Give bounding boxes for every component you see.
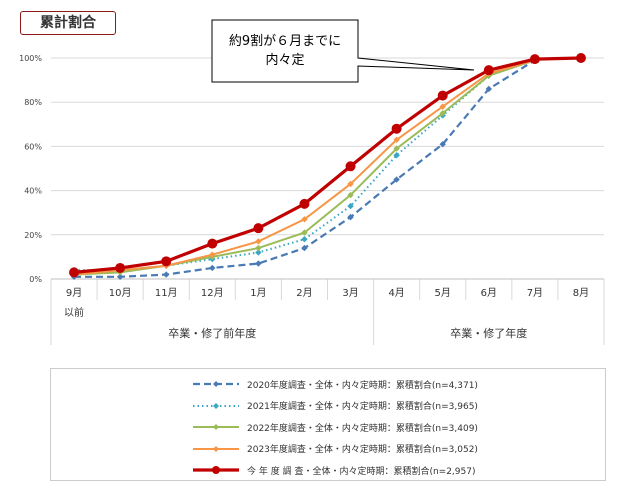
x-tick-label: 5月 bbox=[435, 287, 451, 299]
x-tick-label: 4月 bbox=[388, 287, 404, 299]
x-tick-label: 12月 bbox=[201, 287, 224, 299]
x-tick-label: 11月 bbox=[155, 287, 178, 299]
legend-label: 2023年度調査・全体・内々定時期：累積割合(n=3,052) bbox=[247, 445, 478, 455]
data-point bbox=[439, 110, 446, 117]
data-point bbox=[483, 65, 494, 76]
data-point bbox=[529, 54, 540, 65]
legend-item: 2020年度調査・全体・内々定時期：累積割合(n=4,371) bbox=[191, 377, 478, 391]
data-point bbox=[301, 229, 308, 236]
legend-swatch bbox=[193, 402, 239, 409]
data-point bbox=[255, 249, 262, 256]
y-tick-label: 60% bbox=[24, 142, 42, 151]
y-tick-label: 20% bbox=[24, 231, 42, 240]
data-point bbox=[393, 136, 400, 143]
series-line-4 bbox=[73, 56, 581, 274]
legend: 2020年度調査・全体・内々定時期：累積割合(n=4,371) 2021年度調査・… bbox=[50, 368, 606, 481]
x-tick-label: 6月 bbox=[481, 287, 497, 299]
data-point bbox=[301, 244, 308, 252]
legend-label: 今 年 度 調 査・全体・内々定時期：累積割合(n=2,957) bbox=[247, 466, 476, 477]
data-point bbox=[439, 140, 446, 148]
data-point bbox=[301, 216, 308, 223]
x-tick-label: 3月 bbox=[342, 287, 358, 299]
data-point bbox=[393, 145, 400, 152]
data-point bbox=[347, 213, 354, 221]
data-point bbox=[207, 238, 218, 249]
data-point bbox=[209, 251, 216, 258]
y-tick-label: 80% bbox=[24, 98, 42, 107]
x-tick-label: 8月 bbox=[573, 287, 589, 299]
data-point bbox=[345, 161, 356, 172]
data-point bbox=[347, 202, 354, 210]
y-tick-label: 40% bbox=[24, 187, 42, 196]
data-point bbox=[255, 238, 262, 245]
legend-swatch bbox=[193, 445, 239, 452]
legend-label: 2020年度調査・全体・内々定時期：累積割合(n=4,371) bbox=[247, 380, 478, 391]
data-point bbox=[393, 152, 400, 159]
legend-swatch bbox=[193, 381, 239, 387]
data-point bbox=[485, 85, 492, 93]
y-tick-label: 0% bbox=[29, 275, 42, 284]
series-line-0 bbox=[74, 59, 536, 278]
x-tick-sublabel: 以前 bbox=[64, 306, 84, 319]
callout-text: 内々定 bbox=[265, 52, 304, 68]
data-point bbox=[209, 264, 216, 272]
data-point bbox=[437, 90, 448, 101]
legend-item: 2021年度調査・全体・内々定時期：累積割合(n=3,965) bbox=[191, 399, 478, 413]
x-tick-label: 9月 bbox=[66, 287, 82, 299]
x-tick-label: 7月 bbox=[527, 287, 543, 299]
data-point bbox=[255, 244, 262, 252]
x-tick-label: 2月 bbox=[296, 287, 312, 299]
series-line-2 bbox=[73, 59, 536, 276]
data-point bbox=[575, 53, 586, 63]
legend-item: 2022年度調査・全体・内々定時期：累積割合(n=3,409) bbox=[191, 420, 478, 434]
data-point bbox=[115, 262, 126, 273]
data-point bbox=[393, 176, 400, 183]
data-point bbox=[439, 103, 446, 110]
legend-item: 今 年 度 調 査・全体・内々定時期：累積割合(n=2,957) bbox=[191, 463, 475, 477]
chart-title: 累計割合 bbox=[20, 11, 116, 35]
legend-item: 2023年度調査・全体・内々定時期：累積割合(n=3,052) bbox=[191, 442, 478, 456]
callout-bubble bbox=[211, 19, 475, 83]
legend-swatch bbox=[193, 424, 239, 430]
x-tick-label: 10月 bbox=[109, 287, 132, 299]
x-group-label: 卒業・修了年度 bbox=[450, 326, 527, 340]
legend-label: 2022年度調査・全体・内々定時期：累積割合(n=3,409) bbox=[247, 423, 478, 434]
series-line-3 bbox=[73, 59, 536, 276]
data-point bbox=[391, 123, 402, 134]
callout-text: 約9割が６月までに bbox=[229, 33, 341, 49]
data-point bbox=[253, 223, 264, 234]
data-point bbox=[347, 191, 354, 199]
y-tick-label: 100% bbox=[19, 54, 42, 63]
legend-swatch bbox=[193, 466, 239, 474]
data-point bbox=[299, 198, 310, 209]
data-point bbox=[255, 260, 262, 267]
data-point bbox=[347, 180, 354, 188]
data-point bbox=[163, 271, 170, 278]
plot-area: 0% 20% 40% 60% 80% 100% 9月 10月 11月 12月 1月 2月 3月 4月 5月 6… bbox=[19, 19, 605, 345]
legend-label: 2021年度調査・全体・内々定時期：累積割合(n=3,965) bbox=[247, 402, 478, 412]
data-point bbox=[69, 267, 80, 278]
data-point bbox=[301, 236, 308, 243]
x-group-label: 卒業・修了前年度 bbox=[168, 326, 256, 340]
data-point bbox=[161, 256, 172, 267]
data-point bbox=[116, 273, 124, 280]
x-tick-label: 1月 bbox=[250, 287, 266, 299]
